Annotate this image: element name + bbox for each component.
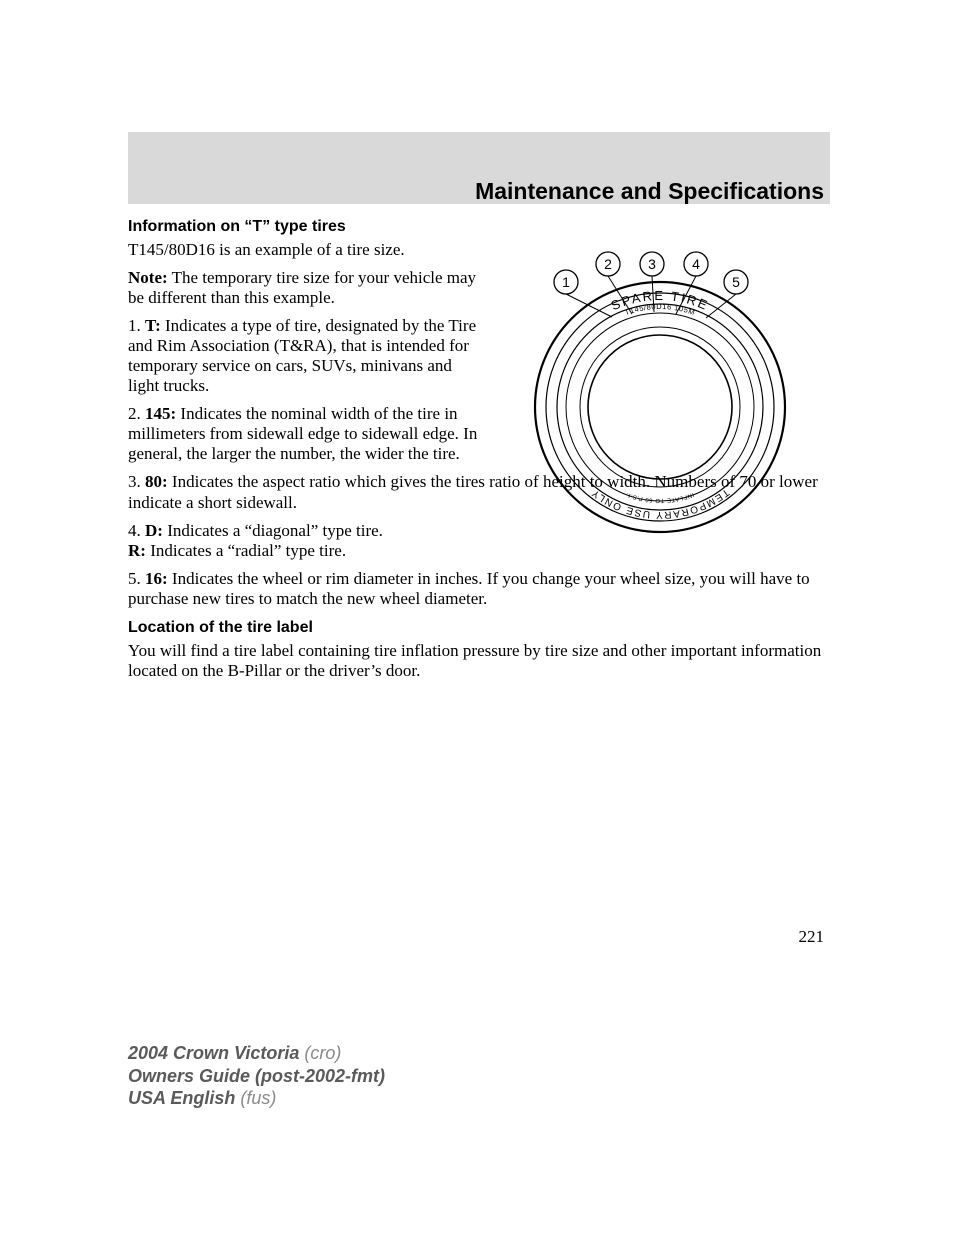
page-root: Maintenance and Specifications Informati… xyxy=(0,0,954,1235)
item2-num: 2. xyxy=(128,404,145,423)
tire-diagram: SPARE TIRET145/80D16 105MINFLATE TO 60 P… xyxy=(500,242,820,552)
item4r-bold: R: xyxy=(128,541,146,560)
svg-text:4: 4 xyxy=(692,256,700,272)
svg-text:5: 5 xyxy=(732,274,740,290)
footer-lang: USA English xyxy=(128,1088,240,1108)
item3-num: 3. xyxy=(128,472,145,491)
paragraph-note: Note: The temporary tire size for your v… xyxy=(128,268,483,308)
footer-code-2: (fus) xyxy=(240,1088,276,1108)
item3-bold: 80: xyxy=(145,472,168,491)
paragraph-example: T145/80D16 is an example of a tire size. xyxy=(128,240,483,260)
svg-text:2: 2 xyxy=(604,256,612,272)
item4-num: 4. xyxy=(128,521,145,540)
svg-text:3: 3 xyxy=(648,256,656,272)
subheading-location: Location of the tire label xyxy=(128,619,828,637)
section-title: Maintenance and Specifications xyxy=(475,178,824,205)
item2-bold: 145: xyxy=(145,404,176,423)
svg-text:1: 1 xyxy=(562,274,570,290)
item1-text: Indicates a type of tire, designated by … xyxy=(128,316,476,395)
item1-num: 1. xyxy=(128,316,145,335)
footer-line-2: Owners Guide (post-2002-fmt) xyxy=(128,1065,385,1088)
item1-bold: T: xyxy=(145,316,161,335)
item5-bold: 16: xyxy=(145,569,168,588)
item4r-text: Indicates a “radial” type tire. xyxy=(146,541,346,560)
subheading-t-type: Information on “T” type tires xyxy=(128,218,828,236)
svg-text:INFLATE TO 60 P.S.I.: INFLATE TO 60 P.S.I. xyxy=(625,491,694,503)
footer-line-1: 2004 Crown Victoria (cro) xyxy=(128,1042,385,1065)
note-text: The temporary tire size for your vehicle… xyxy=(128,268,476,307)
item4-bold: D: xyxy=(145,521,163,540)
paragraph-item-1: 1. T: Indicates a type of tire, designat… xyxy=(128,316,483,396)
footer-code-1: (cro) xyxy=(304,1043,341,1063)
item4-text: Indicates a “diagonal” type tire. xyxy=(163,521,383,540)
paragraph-item-5: 5. 16: Indicates the wheel or rim diamet… xyxy=(128,569,828,609)
paragraph-location: You will find a tire label containing ti… xyxy=(128,641,828,681)
footer-block: 2004 Crown Victoria (cro) Owners Guide (… xyxy=(128,1042,385,1110)
paragraph-item-2: 2. 145: Indicates the nominal width of t… xyxy=(128,404,483,464)
note-label: Note: xyxy=(128,268,168,287)
footer-vehicle: 2004 Crown Victoria xyxy=(128,1043,304,1063)
item5-text: Indicates the wheel or rim diameter in i… xyxy=(128,569,810,608)
svg-text:TEMPORARY USE ONLY: TEMPORARY USE ONLY xyxy=(589,486,731,520)
item5-num: 5. xyxy=(128,569,145,588)
footer-line-3: USA English (fus) xyxy=(128,1087,385,1110)
page-number: 221 xyxy=(799,927,825,947)
item2-text: Indicates the nominal width of the tire … xyxy=(128,404,477,463)
